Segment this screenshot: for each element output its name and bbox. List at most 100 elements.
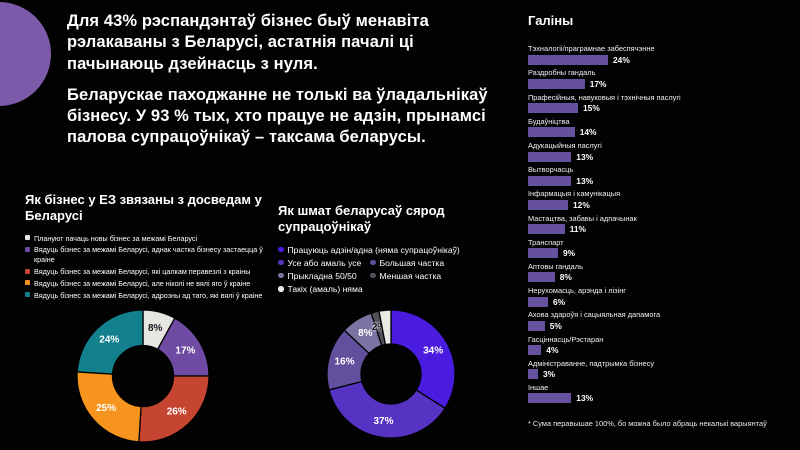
legend-label: Большая частка — [379, 257, 445, 268]
industry-bar-row: 3% — [528, 369, 790, 380]
industry-bar-fill — [528, 296, 548, 307]
industry-bar-fill — [528, 199, 568, 210]
industry-label: Мастацтва, забавы і адпачынак — [528, 213, 637, 223]
industry-label: Вытворчасць — [528, 165, 574, 175]
industry-bar-value: 15% — [583, 103, 600, 114]
industry-bar-item: Адукацыйныя паслугі 13% — [528, 141, 790, 162]
industry-bar-fill — [528, 103, 578, 114]
legend-swatch-icon — [370, 259, 376, 266]
industry-bar-row: 14% — [528, 127, 790, 138]
industry-bar-item: Прафесійныя, навуковыя і тэхнічныя паслу… — [528, 93, 790, 114]
industry-bar-row: 11% — [528, 224, 790, 235]
donut-slice-value: 37% — [373, 416, 393, 427]
legend-swatch-icon — [25, 292, 30, 298]
industry-label: Раздробны гандаль — [528, 68, 596, 78]
legend-swatch-icon — [278, 272, 284, 279]
legend-item: Вядуць бізнес за межамі Беларусі, аднак … — [25, 245, 265, 265]
donut-slice-value: 16% — [334, 357, 354, 368]
legend-item: Меншая частка — [370, 271, 492, 282]
industry-bar-item: Гасціннасць/Рэстаран 4% — [528, 334, 790, 355]
industries-bar-chart: Тэхналогіі/праграмнае забеспячэнне 24% Раз… — [528, 44, 790, 404]
industry-label: Аптовы гандаль — [528, 261, 583, 271]
industries-title: Галіны — [528, 13, 574, 28]
legend-label: Прыкладна 50/50 — [287, 270, 357, 281]
industry-bar-row: 13% — [528, 151, 790, 162]
industry-label: Прафесійныя, навуковыя і тэхнічныя паслу… — [528, 92, 681, 102]
donut-slice — [328, 380, 446, 439]
legend-swatch-icon — [25, 268, 30, 274]
industry-label: Транспарт — [528, 237, 564, 247]
legend-label: Плануют пачаць новы бізнес за межамі Бел… — [34, 233, 198, 243]
donut-slice-value: 26% — [167, 406, 187, 417]
section-industries: Галіны Тэхналогіі/праграмнае забеспячэнн… — [528, 13, 790, 428]
industry-bar-fill — [528, 248, 558, 259]
legend-label: Вядуць бізнес за межамі Беларусі, адрозн… — [34, 290, 263, 300]
industry-bar-row: 12% — [528, 199, 790, 210]
donut-slice — [76, 309, 144, 375]
industry-bar-row: 13% — [528, 393, 790, 404]
industry-bar-value: 13% — [576, 175, 594, 186]
industry-bar-value: 24% — [613, 54, 630, 65]
intro-paragraph-2: Беларускае паходжанне не толькі ва ўлада… — [67, 85, 488, 147]
industry-bar-value: 8% — [559, 272, 572, 283]
industry-label: Інфармацыя і камунікацыя — [528, 189, 621, 199]
industry-bar-item: Мастацтва, забавы і адпачынак 11% — [528, 214, 790, 235]
industry-bar-row: 6% — [528, 296, 790, 307]
industry-label: Будаўніцтва — [528, 116, 570, 126]
industry-bar-row: 15% — [528, 103, 790, 114]
industry-bar-fill — [528, 272, 555, 283]
industry-bar-fill — [528, 78, 585, 89]
donut-slice-value: 2% — [372, 322, 387, 333]
industry-bar-value: 13% — [576, 393, 594, 404]
industry-bar-value: 12% — [573, 199, 590, 210]
donut-slice-value: 8% — [148, 323, 163, 334]
donut-slice-value: 8% — [358, 328, 373, 339]
industry-bar-value: 3% — [543, 369, 556, 380]
industry-bar-fill — [528, 393, 572, 404]
donut-slice — [390, 309, 456, 410]
legend-swatch-icon — [25, 235, 30, 240]
industry-bar-fill — [528, 127, 575, 138]
section-eu-business: Як бізнес у ЕЗ звязаны з досведам у Бела… — [25, 192, 271, 302]
industry-bar-item: Адміністраванне, падтрымка бізнесу 3% — [528, 359, 790, 380]
legend-label: Такіх (амаль) няма — [287, 284, 363, 295]
industry-bar-fill — [528, 151, 572, 162]
industry-bar-item: Тэхналогіі/праграмнае забеспячэнне 24% — [528, 44, 790, 65]
eu-business-donut-chart: 8% 17% 26% 25% 24% — [76, 309, 210, 443]
industry-bar-value: 6% — [553, 296, 566, 307]
donut-slice-value: 25% — [96, 403, 116, 414]
donut-slice-value: 17% — [175, 345, 195, 356]
industry-bar-row: 8% — [528, 272, 790, 283]
industry-bar-value: 4% — [546, 345, 559, 355]
industry-bar-item: Аптовы гандаль 8% — [528, 262, 790, 283]
legend-item: Працуюць адзін/адна (няма супрацоўнікаў) — [278, 245, 492, 256]
legend-item: Плануют пачаць новы бізнес за межамі Бел… — [25, 234, 265, 244]
industry-bar-fill — [528, 369, 538, 380]
legend-item: Большая частка — [370, 258, 492, 269]
legend-swatch-icon — [278, 286, 284, 292]
legend-item: Вядуць бізнес за межамі Беларусі, які ца… — [25, 267, 265, 277]
legend-label: Усе або амаль усе — [287, 257, 362, 268]
industry-bar-row: 5% — [528, 320, 790, 331]
industry-label: Ахова здароўя і сацыяльная дапамога — [528, 310, 661, 320]
industry-bar-value: 13% — [576, 151, 594, 162]
industry-label: Гасціннасць/Рэстаран — [528, 334, 604, 344]
industry-label: Тэхналогіі/праграмнае забеспячэнне — [528, 44, 655, 54]
legend-swatch-icon — [370, 272, 376, 279]
industry-bar-fill — [528, 54, 608, 65]
industry-bar-value: 14% — [579, 127, 597, 138]
legend-item: Прыкладна 50/50 — [278, 271, 366, 282]
donut-slice — [76, 371, 142, 443]
donut-slice-value: 24% — [99, 335, 119, 346]
legend-label: Вядуць бізнес за межамі Беларусі, які ца… — [34, 267, 251, 277]
industry-bar-row: 4% — [528, 345, 790, 355]
industry-bar-fill — [528, 224, 565, 235]
industry-bar-item: Вытворчасць 13% — [528, 165, 790, 186]
industry-bar-row: 17% — [528, 78, 790, 89]
industry-bar-fill — [528, 175, 572, 186]
industry-label: Нерухомасць, арэнда і лізінг — [528, 286, 626, 296]
industry-bar-fill — [528, 320, 545, 331]
industry-bar-item: Іншае 13% — [528, 383, 790, 404]
industry-bar-row: 9% — [528, 248, 790, 259]
